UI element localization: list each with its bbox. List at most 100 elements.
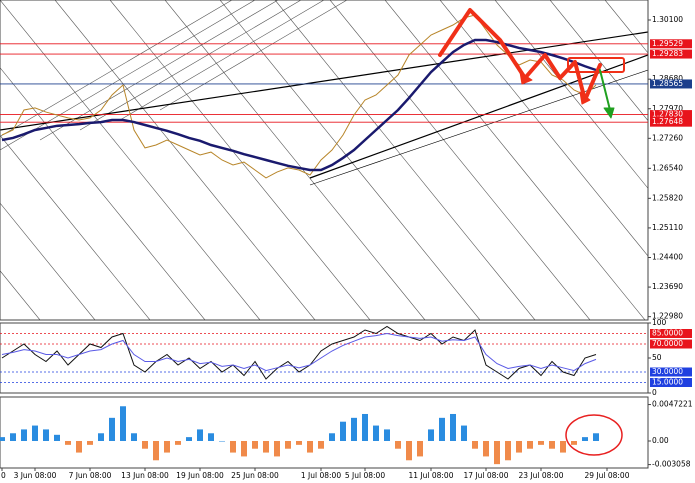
histogram-bar (241, 440, 247, 457)
y-tick-label: 0.0047221 (652, 400, 693, 409)
histogram-bar (549, 440, 555, 449)
histogram-bar (340, 421, 346, 441)
histogram-bar (285, 440, 291, 449)
fan-line (119, 0, 325, 121)
y-tick-label: 1.22980 (652, 312, 683, 321)
histogram-bar (87, 440, 93, 445)
x-tick-label: 29 Jul 08:00 (585, 471, 630, 480)
x-tick-label: 5 Jul 08:00 (345, 471, 385, 480)
level-label: 1.29529 (652, 39, 683, 48)
fan-line (159, 0, 348, 111)
histogram-bar (593, 433, 599, 441)
level-label: 1.28565 (652, 79, 683, 88)
histogram-bar (362, 413, 368, 441)
y-tick-label: 0.00 (652, 436, 669, 445)
histogram-bar (32, 425, 38, 441)
histogram-bar (186, 437, 192, 441)
histogram-bar (428, 429, 434, 441)
histogram-bar (43, 429, 49, 441)
histogram-bar (120, 406, 126, 441)
y-tick-label: 0 (652, 388, 657, 397)
x-tick-label: 3 Jun 08:00 (14, 471, 57, 480)
histogram-bar (98, 433, 104, 441)
annotations (438, 8, 625, 456)
fan-line (0, 0, 233, 137)
y-tick-label: 50 (652, 353, 662, 362)
histogram-bar (560, 440, 566, 453)
histogram-bar (252, 440, 258, 449)
histogram-bar (582, 437, 588, 441)
fan-line (0, 0, 261, 320)
histogram-bar (10, 433, 16, 441)
fan-line (274, 0, 536, 320)
fan-line (384, 0, 646, 320)
x-tick-label: 13 Jun 08:00 (121, 471, 169, 480)
fan-line (329, 0, 591, 320)
channel-line (309, 54, 648, 179)
x-tick-label: 0 (1, 471, 6, 480)
fan-line (439, 0, 648, 257)
macd-panel (0, 396, 649, 469)
histogram-bar (219, 440, 225, 442)
x-tick-label: 7 Jun 08:00 (69, 471, 112, 480)
histogram-bar (329, 433, 335, 441)
histogram-bar (527, 440, 533, 449)
y-tick-label: 1.27260 (652, 133, 683, 142)
level-label-box (650, 79, 692, 89)
y-tick-label: 1.25820 (652, 193, 683, 202)
histogram-bar (472, 440, 478, 449)
histogram-bar (516, 440, 522, 453)
histogram-bar (230, 440, 236, 453)
series-line (1, 325, 597, 380)
histogram-bar (483, 440, 489, 457)
histogram-bar (175, 440, 181, 445)
histogram-bar (197, 429, 203, 441)
x-tick-label: 19 Jun 08:00 (176, 471, 224, 480)
histogram-bar (450, 413, 456, 441)
fan-line (79, 0, 302, 131)
y-tick-label: 1.25110 (652, 223, 683, 232)
histogram-bar (208, 433, 214, 441)
fan-line (549, 0, 648, 122)
x-tick-label: 25 Jun 08:00 (231, 471, 279, 480)
x-tick-label: 17 Jul 08:00 (464, 471, 509, 480)
series-line (1, 14, 597, 179)
level-label: 1.27830 (652, 110, 683, 119)
histogram-bar (274, 440, 280, 457)
histogram-bar (263, 440, 269, 453)
histogram-bar (318, 440, 324, 449)
y-tick-label: 1.24400 (652, 253, 683, 262)
series-line (1, 332, 597, 372)
histogram-bar (0, 437, 5, 441)
histogram-bar (494, 440, 500, 465)
histogram-bar (76, 440, 82, 453)
histogram-bar (373, 425, 379, 441)
histogram-bar (296, 440, 302, 445)
level-label: 85.0000 (652, 329, 683, 338)
level-label: 70.0000 (652, 339, 683, 348)
y-tick-label: 100 (652, 318, 667, 327)
histogram-bar (307, 440, 313, 453)
histogram-bar (571, 440, 577, 445)
y-tick-label: 1.27970 (652, 104, 683, 113)
histogram-bar (384, 429, 390, 441)
histogram-bar (21, 429, 27, 441)
level-label-box (650, 117, 692, 127)
fan-line (0, 134, 151, 320)
level-label-box (650, 49, 692, 59)
fan-line (0, 202, 96, 320)
level-label-box (650, 329, 692, 338)
fan-line (164, 0, 426, 320)
x-tick-label: 1 Jul 08:00 (301, 471, 341, 480)
histogram-bar (351, 417, 357, 441)
fan-line (494, 0, 648, 189)
level-label: 1.29283 (652, 49, 683, 58)
fan-line (219, 0, 481, 320)
x-tick-label: 23 Jul 08:00 (519, 471, 564, 480)
series-line (1, 38, 597, 172)
y-tick-label: 1.28680 (652, 74, 683, 83)
fan-line (109, 0, 371, 320)
level-label: 1.27648 (652, 117, 683, 126)
histogram-bar (164, 440, 170, 453)
level-label-box (650, 110, 692, 120)
